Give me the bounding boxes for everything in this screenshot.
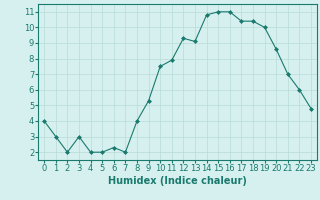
X-axis label: Humidex (Indice chaleur): Humidex (Indice chaleur) <box>108 176 247 186</box>
